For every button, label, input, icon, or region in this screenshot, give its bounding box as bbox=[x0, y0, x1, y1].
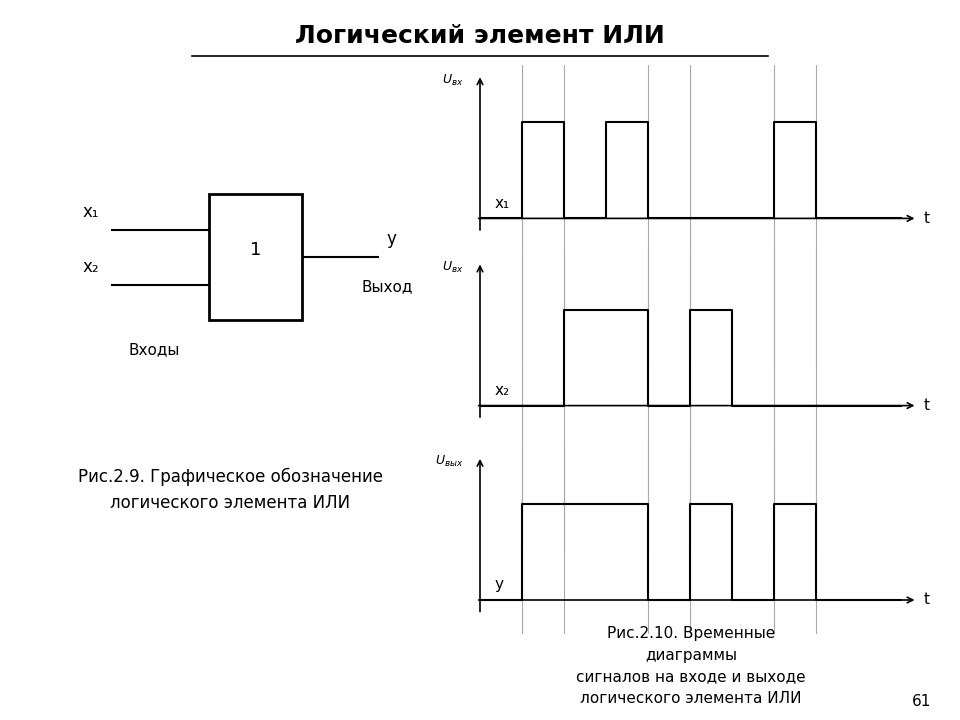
Text: Выход: Выход bbox=[361, 279, 413, 294]
Text: $U_{вх}$: $U_{вх}$ bbox=[442, 73, 463, 88]
Text: Входы: Входы bbox=[129, 342, 180, 357]
Text: x₁: x₁ bbox=[83, 203, 99, 220]
Text: t: t bbox=[924, 593, 929, 608]
Text: $U_{вых}$: $U_{вых}$ bbox=[435, 454, 463, 469]
Text: 61: 61 bbox=[912, 694, 931, 709]
Bar bbox=[209, 194, 302, 320]
Text: y: y bbox=[494, 577, 504, 593]
Text: y: y bbox=[386, 230, 396, 248]
Text: Рис.2.9. Графическое обозначение
логического элемента ИЛИ: Рис.2.9. Графическое обозначение логичес… bbox=[78, 467, 383, 512]
Text: x₁: x₁ bbox=[494, 196, 510, 211]
Text: Рис.2.10. Временные
диаграммы
сигналов на входе и выходе
логического элемента ИЛ: Рис.2.10. Временные диаграммы сигналов н… bbox=[576, 626, 806, 706]
Text: x₂: x₂ bbox=[494, 383, 510, 398]
Text: x₂: x₂ bbox=[83, 258, 99, 276]
Text: Логический элемент ИЛИ: Логический элемент ИЛИ bbox=[295, 24, 665, 48]
Text: 1: 1 bbox=[250, 241, 261, 259]
Text: t: t bbox=[924, 398, 929, 413]
Text: $U_{вх}$: $U_{вх}$ bbox=[442, 260, 463, 275]
Text: t: t bbox=[924, 211, 929, 226]
